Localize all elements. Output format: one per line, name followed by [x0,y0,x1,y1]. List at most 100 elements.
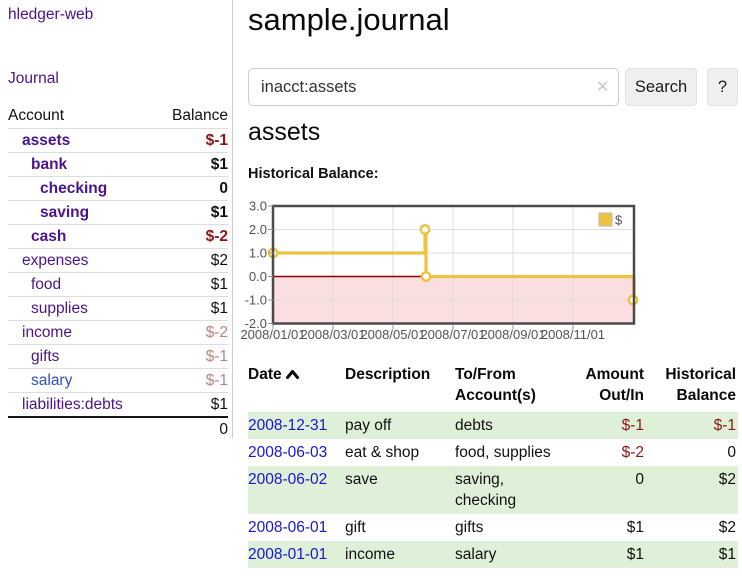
transaction-amount: $1 [626,519,644,536]
transaction-amount: 0 [635,471,644,488]
account-link-food[interactable]: food [31,275,62,293]
date-column-header[interactable]: Date [248,360,345,412]
search-help-button[interactable]: ? [707,68,738,106]
axis-ticks [268,205,574,329]
account-column-header: Account [8,104,156,129]
svg-text:2008/11/01: 2008/11/01 [541,327,605,342]
historical-balance-chart[interactable]: 3.0 2.0 1.0 0.0 -1.0 -2.0 2008/01/01 200… [240,196,660,346]
transaction-balance: $-1 [713,417,736,434]
transaction-date-link[interactable]: 2008-06-01 [248,519,328,536]
account-link-cash[interactable]: cash [31,227,67,245]
transaction-balance: 0 [727,444,736,461]
clear-search-icon[interactable]: ✕ [596,79,610,96]
search-input[interactable] [248,68,619,106]
account-link-assets[interactable]: assets [22,131,71,149]
account-balance: $1 [155,296,228,321]
transaction-accounts: salary [455,546,497,563]
account-balance: $-1 [205,131,228,149]
amount-column-header: Amount Out/In [585,366,644,404]
transaction-balance: $2 [718,471,736,488]
chart-title: Historical Balance: [248,166,379,182]
transactions-header-row: Date Description To/From Account(s) Amou… [248,360,738,412]
account-row: salary $-1 [8,368,228,393]
account-heading: assets [248,118,321,146]
account-row: cash $-2 [8,224,228,249]
y-axis-labels: 3.0 2.0 1.0 0.0 -1.0 -2.0 [245,199,267,332]
search-button[interactable]: Search [625,68,697,106]
account-row: bank $1 [8,152,228,177]
x-axis-labels: 2008/01/01 2008/03/01 2008/05/01 2008/07… [240,327,605,342]
total-balance: 0 [155,416,228,441]
svg-text:2008/07/01: 2008/07/01 [420,327,485,342]
transaction-accounts: saving, checking [455,471,517,509]
app-title-link[interactable]: hledger-web [8,6,94,23]
transaction-date-link[interactable]: 2008-12-31 [248,417,328,434]
transaction-amount: $-2 [621,444,644,461]
plot-border [271,204,636,325]
account-row: expenses $2 [8,248,228,273]
transaction-row: 2008-06-03 eat & shop food, supplies $-2… [248,439,738,466]
account-link-checking[interactable]: checking [40,179,108,197]
transaction-amount: $1 [626,546,644,563]
account-row: gifts $-1 [8,344,228,369]
transactions-table: Date Description To/From Account(s) Amou… [248,360,738,568]
svg-text:1.0: 1.0 [249,246,267,261]
transaction-balance: $2 [718,519,736,536]
svg-text:2008/01/01: 2008/01/01 [240,327,305,342]
sidebar-divider [232,0,233,438]
transaction-amount: $-1 [621,417,644,434]
transaction-row: 2008-12-31 pay off debts $-1 $-1 [248,412,738,439]
account-balance: $2 [155,248,228,273]
svg-text:2008/05/01: 2008/05/01 [360,327,425,342]
transaction-description: eat & shop [345,444,420,461]
account-link-liabilities-debts[interactable]: liabilities:debts [22,395,123,413]
svg-text:3.0: 3.0 [249,199,267,214]
account-balance: $1 [155,272,228,297]
svg-text:2008/09/01: 2008/09/01 [480,327,545,342]
account-balance-table: Account Balance assets $-1 bank $1 check… [8,104,228,441]
account-row: supplies $1 [8,296,228,321]
svg-text:2008/03/01: 2008/03/01 [300,327,365,342]
date-header-label: Date [248,366,282,383]
account-balance: $-2 [155,320,228,345]
account-link-saving[interactable]: saving [40,203,90,221]
account-balance: 0 [155,176,228,201]
account-row: food $1 [8,272,228,297]
account-link-bank[interactable]: bank [31,155,68,173]
account-balance: $1 [155,392,228,417]
sort-ascending-icon [285,369,299,379]
transaction-date-link[interactable]: 2008-01-01 [248,546,328,563]
account-balance: $1 [155,200,228,225]
transaction-description: income [345,546,395,563]
transaction-date-link[interactable]: 2008-06-03 [248,444,328,461]
account-link-expenses[interactable]: expenses [22,251,89,269]
account-total-row: 0 [8,416,228,441]
transaction-description: gift [345,519,366,536]
account-row: saving $1 [8,200,228,225]
account-row: assets $-1 [8,129,228,153]
legend-swatch [598,212,613,227]
account-link-income[interactable]: income [22,323,72,341]
transaction-accounts: gifts [455,519,484,536]
balance-column-header: Balance [155,104,228,129]
account-row: income $-2 [8,320,228,345]
account-table-header: Account Balance [8,104,228,129]
transaction-accounts: food, supplies [455,444,551,461]
account-link-supplies[interactable]: supplies [31,299,88,317]
transaction-description: pay off [345,417,392,434]
account-link-gifts[interactable]: gifts [31,347,60,365]
account-row: liabilities:debts $1 [8,392,228,417]
sidebar-item-journal[interactable]: Journal [8,70,59,87]
svg-text:-2.0: -2.0 [245,316,267,331]
svg-text:0.0: 0.0 [249,269,267,284]
accounts-column-header: To/From Account(s) [455,366,536,404]
balance-column-header: Historical Balance [665,366,736,404]
transaction-description: save [345,471,378,488]
transaction-row: 2008-01-01 income salary $1 $1 [248,541,738,568]
svg-text:-1.0: -1.0 [245,293,267,308]
account-link-salary[interactable]: salary [31,371,73,389]
transaction-date-link[interactable]: 2008-06-02 [248,471,328,488]
account-balance: $-1 [155,344,228,369]
account-balance: $-1 [155,368,228,393]
page-title: sample.journal [248,2,450,37]
